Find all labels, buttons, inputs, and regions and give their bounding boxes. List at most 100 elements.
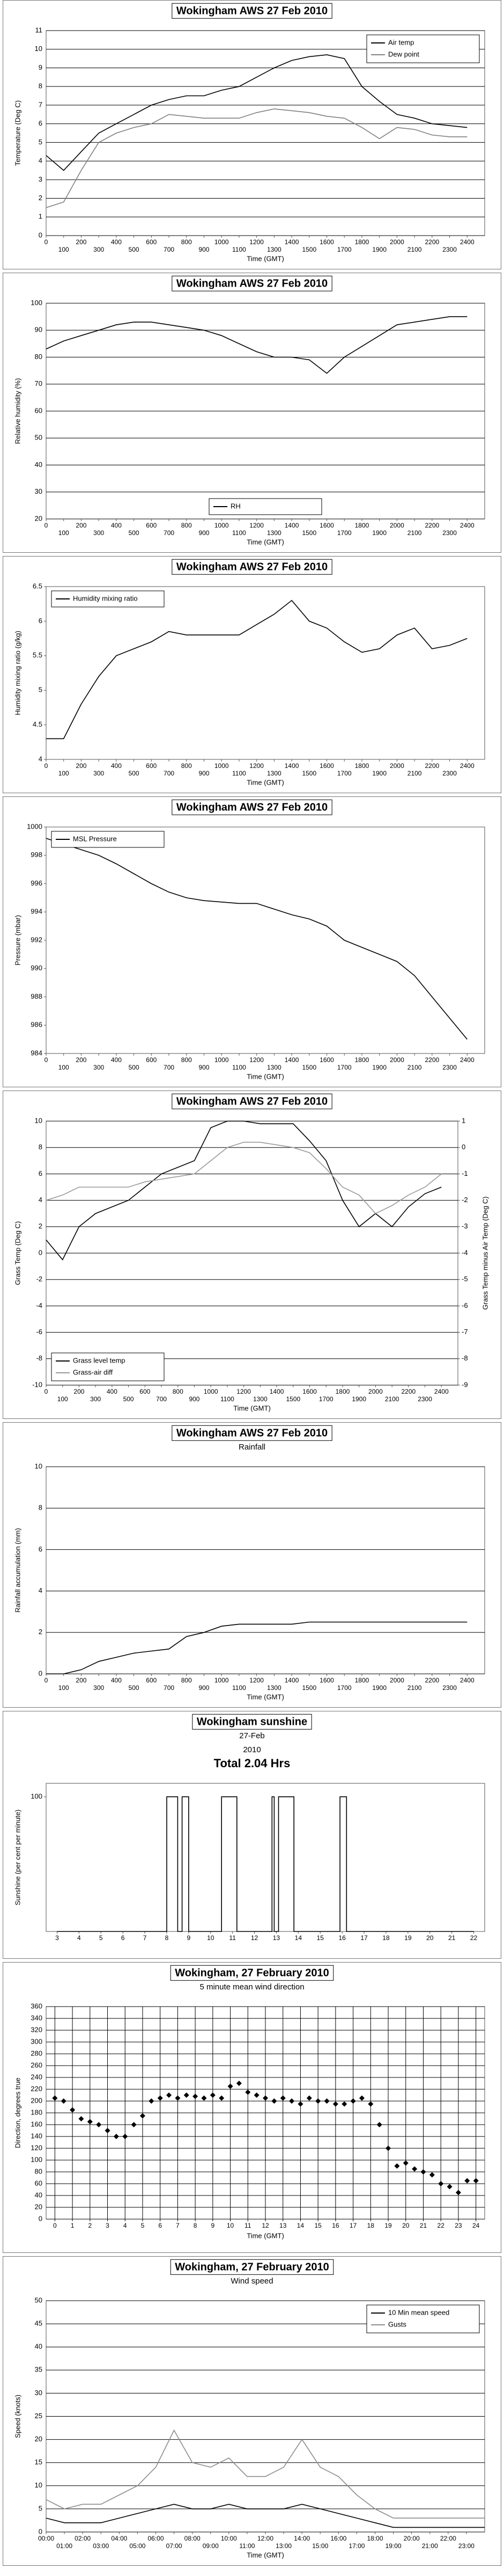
x-tick-label: 12	[262, 2222, 269, 2229]
x-tick-label: 1500	[286, 1395, 300, 1403]
data-point	[166, 2092, 172, 2098]
legend-box	[51, 1352, 165, 1381]
data-point	[96, 2122, 102, 2127]
title-box	[172, 799, 332, 815]
x-tick-label: 1100	[232, 529, 246, 537]
x-tick-label: 500	[129, 1684, 139, 1692]
y-tick-label: 20	[35, 2435, 42, 2443]
data-point	[149, 2098, 154, 2104]
x-tick-label: 1000	[214, 238, 229, 246]
x-tick-label: 2100	[407, 1684, 422, 1692]
y-axis-label: Pressure (mbar)	[13, 915, 21, 965]
x-tick-label: 1700	[337, 1684, 352, 1692]
y-tick-label: 4	[39, 1196, 42, 1204]
data-point	[438, 2181, 444, 2186]
legend-label: Dew point	[388, 50, 419, 58]
x-tick-label: 2300	[442, 529, 457, 537]
chart-title: Wokingham, 27 February 2010	[175, 1967, 329, 1979]
y-tick-label: 30	[35, 2389, 42, 2397]
x-tick-label: 1800	[355, 1677, 369, 1684]
y-tick-label: 360	[31, 2002, 42, 2010]
x-tick-label: 2400	[460, 1677, 475, 1684]
y-tick-label: 0	[39, 1248, 42, 1256]
x-tick-label: 300	[93, 1064, 104, 1071]
data-point	[429, 2172, 435, 2178]
x-tick-label: 400	[111, 522, 122, 529]
legend-box	[51, 831, 165, 848]
chart-title: Wokingham, 27 February 2010	[175, 2261, 329, 2273]
chart-panel: Wokingham AWS 27 Feb 2010 -10 -8 -6 -4 -2 0 2 4 6…	[3, 1091, 501, 1419]
x-tick-label: 5	[141, 2222, 145, 2229]
x-tick-label: 08:00	[184, 2535, 201, 2542]
x-tick-label: 0	[45, 238, 48, 246]
x-tick-label: 300	[93, 770, 104, 777]
x-tick-label: 19	[384, 2222, 392, 2229]
y-tick-label: 5.5	[33, 651, 42, 659]
x-tick-label: 800	[181, 238, 192, 246]
x-tick-label: 05:00	[129, 2542, 145, 2550]
data-point	[342, 2101, 347, 2107]
legend-label: MSL Pressure	[73, 835, 117, 843]
x-tick-label: 22:00	[440, 2535, 456, 2542]
legend-label: 10 Min mean speed	[388, 2308, 449, 2316]
y-tick-label: 990	[31, 964, 42, 972]
y2-tick-label: -3	[462, 1222, 468, 1230]
x-tick-label: 6	[121, 1934, 125, 1942]
x-tick-label: 15	[314, 2222, 322, 2229]
chart-panel: Wokingham sunshine 27-Feb 2010 Total 2.04 H…	[3, 1711, 501, 1959]
x-tick-label: 10:00	[221, 2535, 237, 2542]
x-tick-label: 400	[111, 1056, 122, 1064]
y-tick-label: 340	[31, 2014, 42, 2022]
x-tick-label: 7	[143, 1934, 147, 1942]
x-tick-label: 2200	[401, 1388, 416, 1395]
y-axis-label: Rainfall accumulation (mm)	[13, 1528, 21, 1613]
x-tick-label: 22	[470, 1934, 478, 1942]
y-tick-label: 988	[31, 992, 42, 1000]
data-point	[350, 2098, 356, 2104]
x-tick-label: 600	[146, 762, 157, 770]
y-tick-label: 996	[31, 879, 42, 887]
y-tick-label: 160	[31, 2120, 42, 2128]
x-tick-label: 0	[45, 762, 48, 770]
x-tick-label: 2100	[407, 770, 422, 777]
x-tick-label: 5	[99, 1934, 103, 1942]
x-tick-label: 2200	[425, 1677, 439, 1684]
x-tick-label: 2100	[407, 1064, 422, 1071]
x-tick-label: 1100	[232, 246, 246, 253]
x-tick-label: 300	[93, 529, 104, 537]
y-axis-label: Temperature (Deg C)	[13, 100, 21, 166]
y-tick-label: 994	[31, 908, 42, 916]
y-tick-label: 100	[31, 1792, 42, 1801]
chart-title: Wokingham AWS 27 Feb 2010	[176, 561, 328, 573]
x-tick-label: 9	[211, 2222, 214, 2229]
chart-panel: Wokingham AWS 27 Feb 2010 0 1 2 3 4 5 6 7 8 9 10 11 0…	[3, 0, 501, 269]
y-tick-label: 300	[31, 2037, 42, 2045]
x-tick-label: 2400	[460, 522, 475, 529]
y-tick-label: 0	[39, 2527, 42, 2535]
data-point	[332, 2101, 338, 2107]
x-tick-label: 1200	[249, 522, 264, 529]
data-point	[122, 2134, 128, 2139]
title-box	[172, 275, 332, 291]
chart-subtitle: Wind speed	[231, 2277, 273, 2286]
data-point	[376, 2122, 382, 2127]
y-tick-label: 1	[39, 213, 42, 221]
x-tick-label: 09:00	[203, 2542, 219, 2550]
x-tick-label: 700	[164, 1064, 174, 1071]
x-tick-label: 11	[229, 1934, 236, 1942]
x-tick-label: 17:00	[349, 2542, 365, 2550]
x-tick-label: 1000	[204, 1388, 218, 1395]
data-point	[289, 2098, 295, 2104]
x-tick-label: 500	[129, 770, 139, 777]
x-tick-label: 1400	[285, 522, 299, 529]
y-tick-label: 2	[39, 1628, 42, 1636]
y-tick-label: 8	[39, 1143, 42, 1151]
x-tick-label: 1100	[232, 1684, 246, 1692]
x-tick-label: 16	[338, 1934, 346, 1942]
y-axis-label: Speed (knots)	[13, 2395, 21, 2438]
data-point	[245, 2089, 251, 2095]
x-tick-label: 6	[158, 2222, 162, 2229]
chart-title: Wokingham AWS 27 Feb 2010	[176, 1095, 328, 1107]
x-tick-label: 900	[198, 246, 209, 253]
chart: Wokingham AWS 27 Feb 2010 4 4.5 5 5.5 6 6.5 0 10…	[13, 559, 485, 786]
